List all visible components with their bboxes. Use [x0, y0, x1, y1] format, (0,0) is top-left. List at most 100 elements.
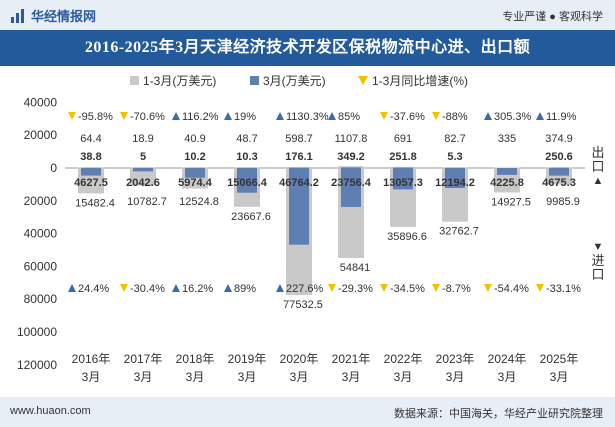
y-tick-label: 60000	[24, 259, 58, 273]
bar-export-cumulative	[338, 166, 364, 168]
bar-import-march	[185, 168, 205, 178]
growth-label-import: -33.1%	[546, 283, 581, 295]
growth-label-import: 89%	[234, 283, 256, 295]
label-export-cumulative: 374.9	[545, 133, 573, 145]
bar-import-march	[133, 168, 153, 172]
legend: 1-3月(万美元) 3月(万美元) 1-3月同比增速(%)	[0, 72, 615, 92]
label-import-march: 13057.3	[383, 177, 423, 189]
top-bar: 华经情报网 专业严谨 ● 客观科学	[0, 0, 615, 30]
x-tick-label-year: 2022年	[384, 352, 423, 366]
x-tick-label-month: 3月	[82, 370, 101, 384]
x-tick-label-month: 3月	[342, 370, 361, 384]
growth-label-export: 116.2%	[182, 111, 219, 123]
legend-label-growth: 1-3月同比增速(%)	[372, 74, 469, 88]
import-label-text: 进口	[591, 253, 605, 282]
growth-label-import: 227.6%	[286, 283, 324, 295]
import-side-label: ▼ 进口	[591, 240, 605, 282]
growth-label-export: 11.9%	[546, 111, 577, 123]
footer-url[interactable]: www.huaon.com	[10, 405, 91, 417]
growth-marker-import	[380, 284, 388, 292]
growth-marker-import	[432, 284, 440, 292]
label-import-cumulative: 77532.5	[283, 299, 323, 311]
x-tick-label-month: 3月	[134, 370, 153, 384]
growth-marker-import	[172, 284, 180, 292]
legend-label-march: 3月(万美元)	[263, 74, 326, 88]
label-import-march: 23756.4	[331, 177, 372, 189]
growth-label-export: 305.3%	[494, 111, 532, 123]
x-tick-label-year: 2016年	[72, 352, 111, 366]
label-export-cumulative: 335	[498, 133, 516, 145]
bar-import-march	[237, 168, 257, 193]
export-side-label: 出口 ▲	[591, 146, 605, 188]
growth-marker-import	[484, 284, 492, 292]
brand[interactable]: 华经情报网	[10, 6, 96, 25]
growth-label-import: -8.7%	[442, 283, 471, 295]
growth-marker-import	[536, 284, 544, 292]
y-tick-label: 20000	[24, 128, 58, 142]
label-export-cumulative: 18.9	[132, 133, 153, 145]
x-tick-label-year: 2018年	[176, 352, 215, 366]
label-import-cumulative: 32762.7	[439, 226, 479, 238]
growth-label-export: -95.8%	[78, 111, 113, 123]
bar-import-march	[393, 168, 413, 190]
legend-item-march: 3月(万美元)	[250, 72, 326, 89]
legend-label-cumulative: 1-3月(万美元)	[143, 74, 217, 88]
footer-bar: www.huaon.com 数据来源：中国海关，华经产业研究院整理	[0, 397, 615, 427]
down-arrow-icon: ▼	[592, 241, 604, 253]
bar-import-cumulative	[130, 168, 156, 186]
label-import-cumulative: 54841	[340, 262, 371, 274]
bar-export-march	[341, 167, 361, 168]
label-export-march: 5	[140, 151, 146, 163]
x-tick-label-year: 2024年	[488, 352, 527, 366]
up-arrow-icon: ▲	[592, 175, 604, 187]
bar-import-march	[81, 168, 101, 176]
x-tick-label-month: 3月	[498, 370, 517, 384]
label-import-cumulative: 15482.4	[75, 197, 115, 209]
bar-export-cumulative	[390, 166, 416, 168]
x-tick-label-year: 2019年	[228, 352, 267, 366]
growth-marker-import	[328, 284, 336, 292]
x-tick-label-month: 3月	[186, 370, 205, 384]
label-export-march: 250.6	[545, 151, 573, 163]
label-import-march: 46764.2	[279, 177, 319, 189]
label-import-cumulative: 12524.8	[179, 196, 219, 208]
chart-title: 2016-2025年3月天津经济技术开发区保税物流中心进、出口额	[84, 39, 531, 56]
x-tick-label-year: 2017年	[124, 352, 163, 366]
label-export-march: 349.2	[337, 151, 365, 163]
legend-swatch-cumulative	[130, 76, 139, 85]
growth-label-export: -37.6%	[390, 111, 425, 123]
label-export-march: 5.3	[447, 151, 462, 163]
growth-label-export: -88%	[442, 111, 468, 123]
brand-logo-icon	[11, 8, 24, 23]
x-tick-label-year: 2020年	[280, 352, 319, 366]
label-export-cumulative: 691	[394, 133, 412, 145]
x-tick-label-year: 2025年	[540, 352, 579, 366]
bar-import-march	[341, 168, 361, 207]
label-import-march: 12194.2	[435, 177, 475, 189]
growth-label-import: -34.5%	[390, 283, 425, 295]
label-import-march: 2042.6	[126, 177, 160, 189]
bar-import-march	[497, 168, 517, 175]
growth-label-import: -30.4%	[130, 283, 165, 295]
bar-import-march	[445, 168, 465, 188]
growth-marker-export	[224, 112, 232, 120]
label-export-march: 38.8	[80, 151, 101, 163]
label-export-cumulative: 598.7	[285, 133, 313, 145]
data-source: 数据来源：中国海关，华经产业研究院整理	[394, 408, 603, 420]
growth-marker-export	[328, 112, 336, 120]
label-export-cumulative: 1107.8	[335, 133, 368, 145]
x-tick-label-year: 2021年	[332, 352, 371, 366]
y-tick-label: 20000	[24, 194, 58, 208]
growth-marker-import	[276, 284, 284, 292]
y-tick-label: 0	[50, 161, 57, 175]
y-tick-label: 80000	[24, 292, 58, 306]
label-import-cumulative: 23667.6	[231, 211, 271, 223]
growth-label-export: 85%	[338, 111, 360, 123]
x-tick-label-year: 2023年	[436, 352, 475, 366]
label-export-cumulative: 48.7	[236, 133, 257, 145]
label-import-march: 15066.4	[227, 177, 268, 189]
y-tick-label: 100000	[17, 325, 57, 339]
bar-export-cumulative	[494, 167, 520, 168]
label-import-cumulative: 10782.7	[127, 196, 167, 208]
